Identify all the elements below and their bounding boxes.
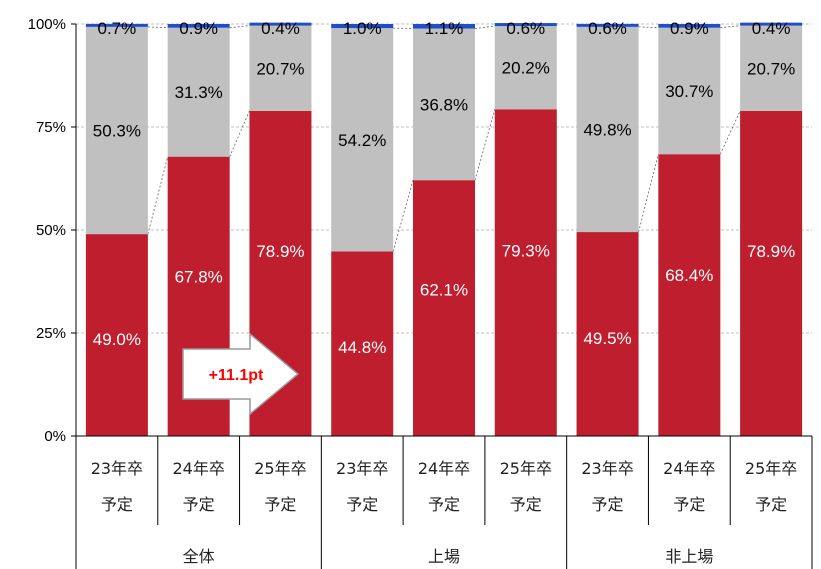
- data-label: 49.5%: [583, 329, 631, 348]
- bar-segment: [576, 23, 639, 27]
- x-tick-label: 予定: [101, 495, 133, 514]
- bar-segment: [167, 27, 230, 157]
- bar-segment: [249, 22, 312, 26]
- bar-segment: [249, 25, 312, 111]
- x-tick-label: 25年卒: [745, 459, 797, 478]
- data-label: 78.9%: [747, 242, 795, 261]
- bar-segment: [658, 154, 721, 436]
- data-label: 62.1%: [420, 280, 468, 299]
- bar-segment: [740, 25, 803, 111]
- bar-segment: [494, 109, 557, 436]
- x-tick-label: 23年卒: [581, 459, 633, 478]
- x-tick-label: 24年卒: [418, 459, 470, 478]
- x-tick-label: 25年卒: [500, 459, 552, 478]
- change-callout: +11.1pt: [182, 332, 300, 416]
- bar-segment: [85, 26, 148, 235]
- x-tick-label: 24年卒: [172, 459, 224, 478]
- data-label: 30.7%: [665, 82, 713, 101]
- data-label: 20.2%: [502, 59, 550, 78]
- bar-segment: [331, 28, 394, 252]
- x-tick-label: 24年卒: [663, 459, 715, 478]
- x-tick-label: 予定: [346, 495, 378, 514]
- bar-segment: [576, 26, 639, 233]
- connector-line: [229, 25, 250, 29]
- data-label: 79.3%: [502, 241, 550, 260]
- x-tick-label: 予定: [183, 495, 215, 514]
- bar-segment: [740, 110, 803, 436]
- group-label: 上場: [428, 547, 460, 566]
- bar-segment: [658, 24, 721, 28]
- callout-label: +11.1pt: [209, 367, 264, 384]
- x-tick-label: 予定: [264, 495, 296, 514]
- data-label: 0.9%: [179, 19, 218, 38]
- x-tick-label: 予定: [673, 495, 705, 514]
- data-label: 1.1%: [425, 19, 464, 38]
- data-label: 36.8%: [420, 95, 468, 114]
- bar-segment: [413, 24, 475, 29]
- data-label: 49.0%: [93, 330, 141, 349]
- x-tick-label: 予定: [510, 495, 542, 514]
- x-tick-label: 予定: [755, 495, 787, 514]
- data-label: 54.2%: [338, 131, 386, 150]
- bar-segment: [85, 234, 148, 436]
- bar-segment: [740, 22, 803, 26]
- y-tick-label: 75%: [36, 119, 66, 136]
- x-tick-label: 23年卒: [336, 459, 388, 478]
- connector-line: [147, 26, 168, 29]
- connector-lines: [147, 25, 741, 252]
- data-label: 0.9%: [670, 19, 709, 38]
- connector-line: [474, 109, 496, 181]
- bar-segment: [167, 24, 230, 28]
- bar-segment: [494, 26, 557, 110]
- y-tick-label: 0%: [44, 428, 66, 445]
- y-tick-label: 100%: [28, 16, 66, 33]
- bar-segment: [494, 23, 557, 27]
- connector-line: [720, 25, 741, 29]
- bar-segment: [331, 251, 394, 436]
- data-label: 78.9%: [256, 242, 304, 261]
- data-label: 0.7%: [98, 19, 137, 38]
- data-label: 49.8%: [583, 120, 631, 139]
- bars: [85, 22, 803, 436]
- bar-segment: [85, 23, 148, 27]
- connector-line: [719, 110, 741, 155]
- group-label: 非上場: [665, 547, 713, 566]
- bar-segment: [331, 24, 394, 29]
- connector-line: [392, 180, 414, 252]
- data-labels: 49.0% 50.3% 0.7% 67.8% 31.3% 0.9% 78.9% 20.7% 0.…: [93, 19, 795, 357]
- connector-line: [474, 25, 495, 29]
- data-label: 0.4%: [261, 19, 300, 38]
- data-label: 0.6%: [506, 19, 545, 38]
- x-tick-label: 予定: [428, 495, 460, 514]
- data-label: 67.8%: [175, 267, 223, 286]
- data-label: 44.8%: [338, 338, 386, 357]
- data-label: 31.3%: [175, 83, 223, 102]
- bar-segment: [413, 180, 475, 436]
- data-label: 50.3%: [93, 122, 141, 141]
- data-label: 20.7%: [256, 59, 304, 78]
- arrow-shape: [182, 332, 300, 416]
- connector-line: [147, 156, 169, 235]
- data-label: 0.6%: [588, 19, 627, 38]
- y-tick-label: 50%: [36, 222, 66, 239]
- x-tick-label: 25年卒: [254, 459, 306, 478]
- connector-line: [229, 110, 250, 157]
- data-label: 20.7%: [747, 59, 795, 78]
- connector-line: [638, 154, 659, 233]
- bar-segment: [576, 232, 639, 436]
- bar-segment: [658, 27, 721, 155]
- x-tick-label: 予定: [592, 495, 624, 514]
- y-tick-label: 25%: [36, 325, 66, 342]
- data-label: 68.4%: [665, 266, 713, 285]
- data-label: 0.4%: [752, 19, 791, 38]
- x-tick-label: 23年卒: [91, 459, 143, 478]
- data-label: 1.0%: [343, 19, 382, 38]
- connector-line: [638, 26, 659, 29]
- group-label: 全体: [183, 547, 215, 566]
- bar-segment: [413, 28, 475, 181]
